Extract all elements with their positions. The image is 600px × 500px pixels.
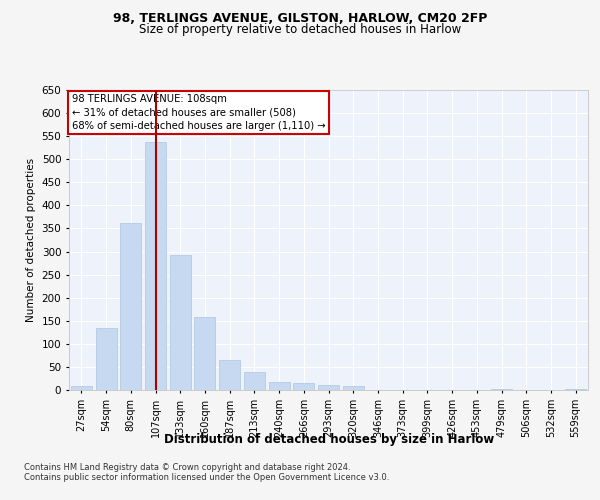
Bar xyxy=(71,386,92,390)
Text: Size of property relative to detached houses in Harlow: Size of property relative to detached ho… xyxy=(139,22,461,36)
Y-axis label: Number of detached properties: Number of detached properties xyxy=(26,158,36,322)
Bar xyxy=(170,255,191,390)
Bar xyxy=(145,142,166,390)
Bar xyxy=(343,386,364,390)
Text: Distribution of detached houses by size in Harlow: Distribution of detached houses by size … xyxy=(164,432,494,446)
Bar xyxy=(244,372,265,390)
Text: Contains HM Land Registry data © Crown copyright and database right 2024.: Contains HM Land Registry data © Crown c… xyxy=(24,462,350,471)
Bar xyxy=(269,382,290,390)
Bar xyxy=(565,388,586,390)
Bar xyxy=(318,385,339,390)
Bar xyxy=(120,223,141,390)
Bar xyxy=(194,317,215,390)
Text: 98 TERLINGS AVENUE: 108sqm
← 31% of detached houses are smaller (508)
68% of sem: 98 TERLINGS AVENUE: 108sqm ← 31% of deta… xyxy=(71,94,325,131)
Text: Contains public sector information licensed under the Open Government Licence v3: Contains public sector information licen… xyxy=(24,472,389,482)
Bar xyxy=(491,388,512,390)
Bar xyxy=(95,328,116,390)
Text: 98, TERLINGS AVENUE, GILSTON, HARLOW, CM20 2FP: 98, TERLINGS AVENUE, GILSTON, HARLOW, CM… xyxy=(113,12,487,26)
Bar xyxy=(219,360,240,390)
Bar xyxy=(293,383,314,390)
